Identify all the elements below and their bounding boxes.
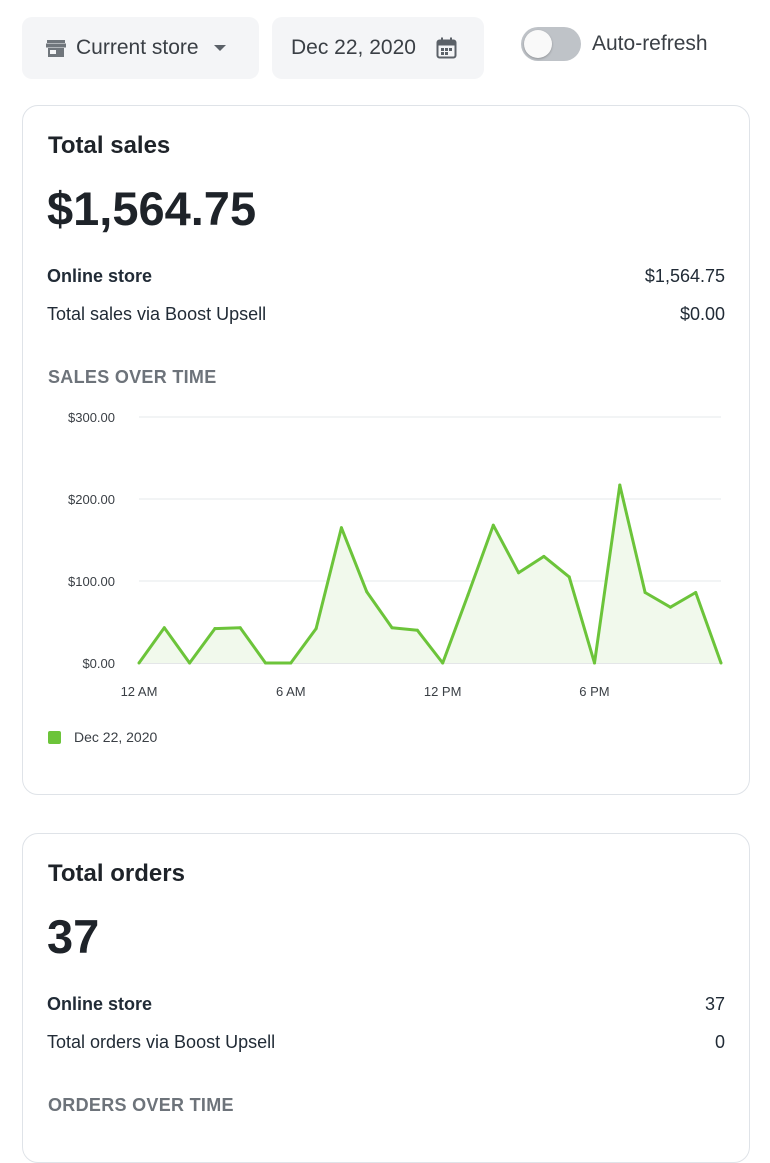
breakdown-row: Online store 37 bbox=[47, 994, 725, 1015]
total-sales-value: $1,564.75 bbox=[47, 182, 257, 235]
row-label: Total orders via Boost Upsell bbox=[47, 1032, 276, 1052]
data-point bbox=[289, 661, 293, 665]
data-point bbox=[264, 661, 268, 665]
store-selector-button[interactable]: Current store bbox=[22, 17, 259, 79]
auto-refresh-label: Auto-refresh bbox=[592, 32, 708, 55]
data-point bbox=[188, 661, 192, 665]
section-title: SALES OVER TIME bbox=[48, 367, 217, 387]
x-tick-label: 12 AM bbox=[121, 684, 158, 699]
total-orders-card: Total orders 37 Online store 37 Total or… bbox=[22, 833, 750, 1163]
data-point bbox=[592, 661, 596, 665]
data-point bbox=[314, 627, 318, 631]
card-title: Total sales bbox=[48, 132, 171, 159]
data-point bbox=[517, 571, 521, 575]
y-tick-label: $300.00 bbox=[68, 410, 115, 425]
y-tick-label: $0.00 bbox=[82, 656, 115, 671]
x-tick-label: 6 PM bbox=[579, 684, 609, 699]
data-point bbox=[162, 626, 166, 630]
data-point bbox=[339, 526, 343, 530]
data-point bbox=[694, 590, 698, 594]
data-point bbox=[542, 554, 546, 558]
data-point bbox=[365, 590, 369, 594]
series-area bbox=[139, 485, 721, 663]
data-point bbox=[491, 523, 495, 527]
data-point bbox=[213, 627, 217, 631]
row-label: Total sales via Boost Upsell bbox=[47, 304, 267, 324]
toolbar: Current store Dec 22, 2020 Auto-refresh bbox=[22, 17, 752, 79]
chevron-down-icon bbox=[213, 45, 226, 51]
auto-refresh-toggle[interactable] bbox=[521, 27, 581, 61]
breakdown-row: Online store $1,564.75 bbox=[47, 266, 725, 287]
row-value: $1,564.75 bbox=[644, 266, 725, 286]
data-point bbox=[415, 628, 419, 632]
data-point bbox=[618, 483, 622, 487]
row-label: Online store bbox=[47, 266, 153, 286]
data-point bbox=[238, 626, 242, 630]
data-point bbox=[441, 661, 445, 665]
row-label: Online store bbox=[47, 994, 153, 1014]
data-point bbox=[567, 575, 571, 579]
y-tick-label: $100.00 bbox=[68, 574, 115, 589]
y-tick-label: $200.00 bbox=[68, 492, 115, 507]
row-value: 37 bbox=[704, 994, 725, 1014]
series-line bbox=[137, 483, 723, 665]
x-tick-label: 6 AM bbox=[276, 684, 306, 699]
sales-over-time-chart: $0.00 $100.00 $200.00 $300.00 12 AM 6 AM 12 PM… bbox=[68, 410, 723, 699]
data-point bbox=[137, 661, 141, 665]
legend-swatch bbox=[48, 730, 61, 744]
data-point bbox=[643, 590, 647, 594]
legend-label: Dec 22, 2020 bbox=[74, 729, 158, 745]
card-title: Total orders bbox=[48, 860, 185, 887]
store-icon bbox=[46, 39, 66, 57]
store-selector-label: Current store bbox=[76, 36, 199, 59]
date-picker-label: Dec 22, 2020 bbox=[291, 36, 416, 59]
data-point bbox=[466, 593, 470, 597]
toggle-knob bbox=[524, 30, 552, 58]
x-tick-label: 12 PM bbox=[424, 684, 462, 699]
breakdown-row: Total orders via Boost Upsell 0 bbox=[47, 1032, 725, 1053]
section-title: ORDERS OVER TIME bbox=[48, 1095, 234, 1115]
total-orders-value: 37 bbox=[47, 910, 100, 963]
breakdown-row: Total sales via Boost Upsell $0.00 bbox=[47, 304, 725, 325]
calendar-icon bbox=[436, 37, 457, 59]
date-picker-button[interactable]: Dec 22, 2020 bbox=[272, 17, 484, 79]
data-point bbox=[668, 605, 672, 609]
data-point bbox=[719, 661, 723, 665]
auto-refresh-control: Auto-refresh bbox=[521, 27, 708, 61]
row-value: 0 bbox=[714, 1032, 725, 1052]
chart-legend: Dec 22, 2020 bbox=[48, 729, 157, 745]
row-value: $0.00 bbox=[679, 304, 725, 324]
total-sales-card: Total sales $1,564.75 Online store $1,56… bbox=[22, 105, 750, 795]
data-point bbox=[390, 626, 394, 630]
